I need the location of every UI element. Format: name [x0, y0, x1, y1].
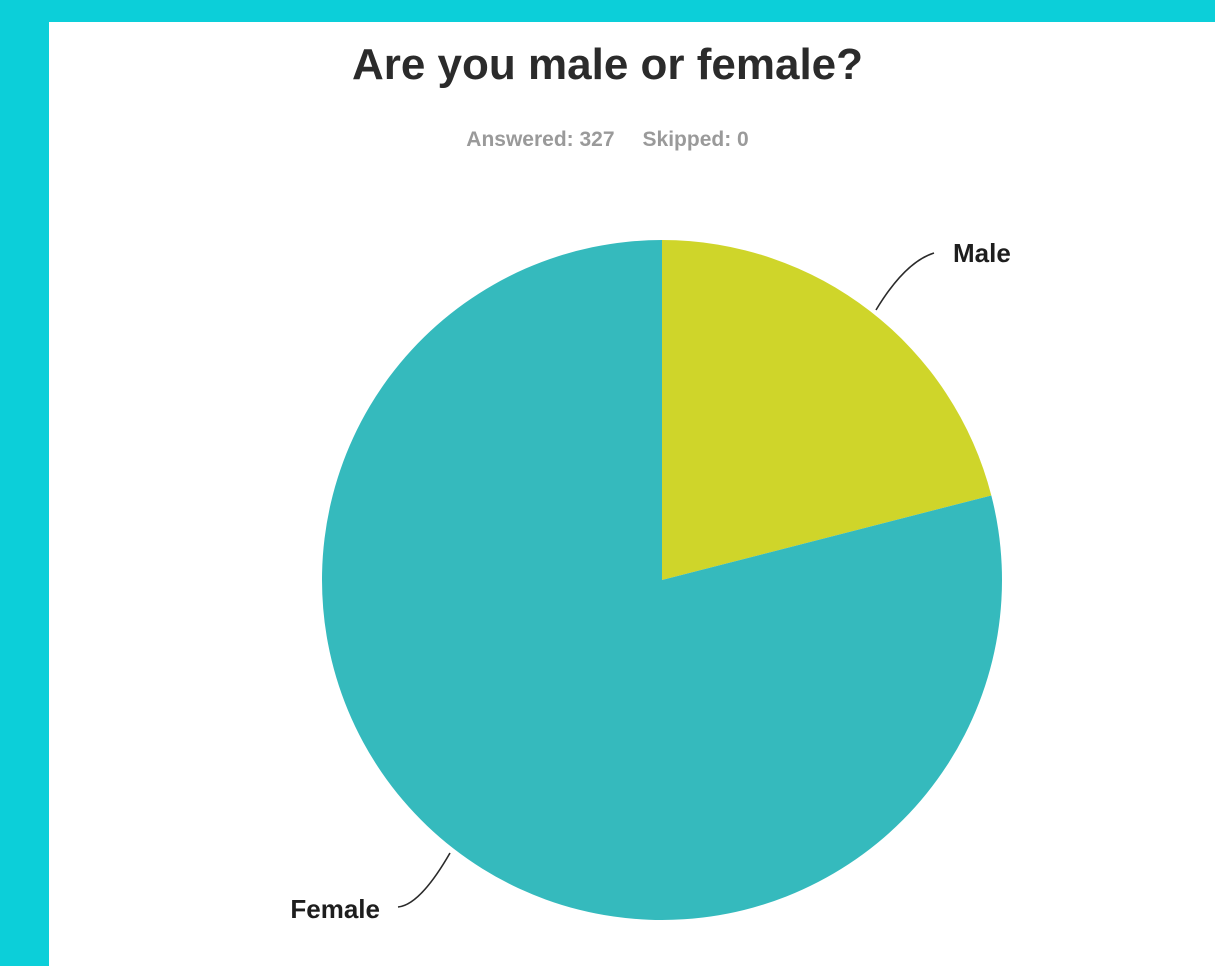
chart-title: Are you male or female?	[351, 40, 864, 89]
skipped-count: Skipped: 0	[642, 128, 749, 151]
leader-line-female	[397, 852, 451, 908]
slice-label-female: Female	[290, 894, 380, 924]
pie-slice-male	[662, 239, 992, 580]
response-stats: Answered: 327 Skipped: 0	[0, 128, 1215, 152]
pie-slice-female	[322, 240, 1003, 921]
leader-line-male	[875, 252, 935, 311]
slice-label-male: Male	[953, 238, 1011, 268]
answered-count: Answered: 327	[466, 128, 615, 151]
